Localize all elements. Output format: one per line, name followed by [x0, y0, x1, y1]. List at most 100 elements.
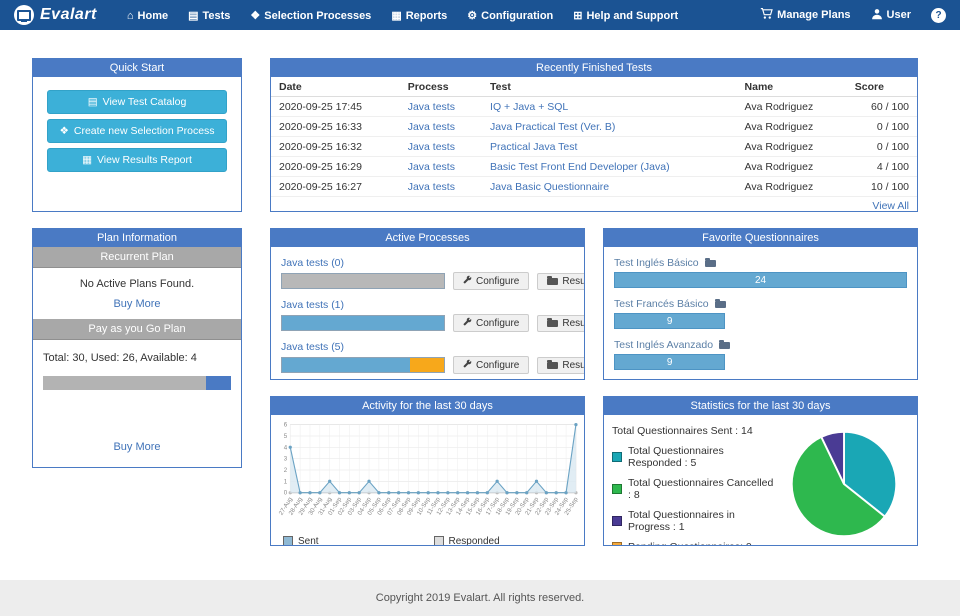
- recurrent-plan-message: No Active Plans Found.: [33, 268, 241, 294]
- test-link[interactable]: Java Practical Test (Ver. B): [490, 121, 615, 133]
- recurrent-buy-more-link[interactable]: Buy More: [33, 294, 241, 319]
- statistics-panel: Statistics for the last 30 days Total Qu…: [603, 396, 918, 546]
- configure-button[interactable]: Configure: [453, 314, 529, 332]
- cell-process: Java tests: [400, 157, 482, 177]
- process-item: Java tests (5)ConfigureResults: [281, 337, 574, 374]
- favorites-list: Test Inglés Básico24Test Francés Básico9…: [604, 247, 917, 376]
- test-link[interactable]: Basic Test Front End Developer (Java): [490, 161, 670, 173]
- process-link[interactable]: Java tests: [408, 181, 455, 193]
- cell-date: 2020-09-25 16:32: [271, 137, 400, 157]
- wrench-icon: [463, 317, 472, 329]
- active-processes-title: Active Processes: [271, 229, 584, 247]
- selection-processes-icon: ❖: [250, 9, 260, 22]
- responded-swatch: [434, 536, 444, 546]
- recent-tests-header-row: DateProcessTestNameScore: [271, 77, 917, 97]
- table-row: 2020-09-25 16:27 Java tests Java Basic Que…: [271, 177, 917, 197]
- nav-item-reports[interactable]: ▦Reports: [381, 9, 457, 22]
- user-icon: [871, 8, 883, 23]
- process-item: Java tests (0)ConfigureResults: [281, 253, 574, 290]
- process-progress-bar: [281, 357, 445, 373]
- legend-label: Total Questionnaires Cancelled : 8: [628, 477, 778, 501]
- user-menu-button[interactable]: User: [871, 8, 911, 23]
- favorite-name-link[interactable]: Test Francés Básico: [614, 298, 726, 310]
- favorites-view-all-link[interactable]: View All: [604, 376, 917, 380]
- evalart-brand[interactable]: Evalart: [14, 5, 97, 25]
- sent-swatch: [283, 536, 293, 546]
- help-support-icon: ⊞: [573, 9, 582, 22]
- nav-item-home[interactable]: ⌂Home: [117, 10, 178, 22]
- column-name: Name: [737, 77, 847, 97]
- favorite-questionnaires-panel: Favorite Questionnaires Test Inglés Bási…: [603, 228, 918, 380]
- process-link[interactable]: Java tests: [408, 161, 455, 173]
- view-results-report-button[interactable]: ▦View Results Report: [47, 148, 227, 172]
- nav-item-tests[interactable]: ▤Tests: [178, 9, 240, 22]
- legend-label: Total Questionnaires in Progress : 1: [628, 509, 778, 533]
- legend-item: Total Questionnaires in Progress : 1: [612, 509, 778, 533]
- configuration-icon: ⚙: [467, 9, 477, 22]
- results-button[interactable]: Results: [537, 357, 585, 374]
- nav-item-configuration[interactable]: ⚙Configuration: [457, 9, 563, 22]
- process-link[interactable]: Java tests: [408, 141, 455, 153]
- cell-test: Java Basic Questionnaire: [482, 177, 737, 197]
- process-progress-bar: [281, 273, 445, 289]
- brand-name: Evalart: [40, 6, 97, 24]
- results-button[interactable]: Results: [537, 273, 585, 290]
- column-test: Test: [482, 77, 737, 97]
- cell-name: Ava Rodriguez: [737, 157, 847, 177]
- favorite-item: Test Inglés Básico 24: [614, 253, 907, 288]
- nav-item-help-and-support[interactable]: ⊞Help and Support: [563, 9, 688, 22]
- view-test-catalog-button[interactable]: ▤View Test Catalog: [47, 90, 227, 114]
- footer: Copyright 2019 Evalart. All rights reser…: [0, 580, 960, 616]
- cell-name: Ava Rodriguez: [737, 117, 847, 137]
- activity-title: Activity for the last 30 days: [271, 397, 584, 415]
- configure-button[interactable]: Configure: [453, 272, 529, 290]
- active-processes-view-all-link[interactable]: View All: [271, 379, 584, 380]
- paygo-used-segment: [43, 376, 206, 390]
- paygo-buy-more-link[interactable]: Buy More: [33, 441, 241, 467]
- test-link[interactable]: Practical Java Test: [490, 141, 577, 153]
- nav-item-selection-processes[interactable]: ❖Selection Processes: [240, 9, 381, 22]
- legend-item: Total Questionnaires Cancelled : 8: [612, 477, 778, 501]
- cell-name: Ava Rodriguez: [737, 137, 847, 157]
- process-item: Java tests (1)ConfigureResults: [281, 295, 574, 332]
- legend-item: Pending Questionnaires: 0: [612, 541, 778, 546]
- process-link[interactable]: Java tests: [408, 121, 455, 133]
- configure-button[interactable]: Configure: [453, 356, 529, 374]
- cell-score: 0 / 100: [847, 137, 917, 157]
- test-link[interactable]: Java Basic Questionnaire: [490, 181, 609, 193]
- activity-line-chart: 012345627-Aug28-Aug29-Aug30-Aug31-Aug01-…: [275, 417, 580, 536]
- help-icon[interactable]: ?: [931, 8, 946, 23]
- results-button[interactable]: Results: [537, 315, 585, 332]
- table-row: 2020-09-25 16:29Java testsBasic Test Fro…: [271, 157, 917, 177]
- svg-text:6: 6: [284, 422, 288, 429]
- folder-icon: [547, 362, 558, 369]
- cart-icon: [760, 7, 773, 23]
- legend-swatch: [612, 452, 622, 462]
- active-processes-panel: Active Processes Java tests (0) Configure…: [270, 228, 585, 380]
- folder-icon: [715, 301, 726, 308]
- favorite-name-link[interactable]: Test Inglés Avanzado: [614, 339, 730, 351]
- cell-name: Ava Rodriguez: [737, 177, 847, 197]
- tests-icon: ▤: [188, 9, 198, 22]
- favorite-name-link[interactable]: Test Inglés Básico: [614, 257, 716, 269]
- svg-text:3: 3: [284, 456, 288, 463]
- favorite-usage-bar: 9: [614, 354, 725, 370]
- wrench-icon: [463, 359, 472, 371]
- svg-text:4: 4: [284, 444, 288, 451]
- process-link[interactable]: Java tests: [408, 101, 455, 113]
- manage-plans-button[interactable]: Manage Plans: [760, 7, 850, 23]
- favorite-item: Test Francés Básico9: [614, 294, 907, 329]
- cell-score: 4 / 100: [847, 157, 917, 177]
- cell-date: 2020-09-25 16:27: [271, 177, 400, 197]
- statistics-pie-host: [778, 423, 909, 546]
- recent-tests-view-all-link[interactable]: View All: [271, 197, 917, 212]
- paygo-plan-header: Pay as you Go Plan: [33, 319, 241, 340]
- process-name-link[interactable]: Java tests (5): [281, 341, 344, 353]
- legend-item-sent: Sent: [283, 536, 434, 546]
- reports-icon: ▦: [391, 9, 401, 22]
- test-link[interactable]: IQ + Java + SQL: [490, 101, 568, 113]
- process-name-link[interactable]: Java tests (1): [281, 299, 344, 311]
- create-new-selection-process-button[interactable]: ❖Create new Selection Process: [47, 119, 227, 143]
- favorite-usage-bar: 24: [614, 272, 907, 288]
- process-name-link[interactable]: Java tests (0): [281, 257, 344, 269]
